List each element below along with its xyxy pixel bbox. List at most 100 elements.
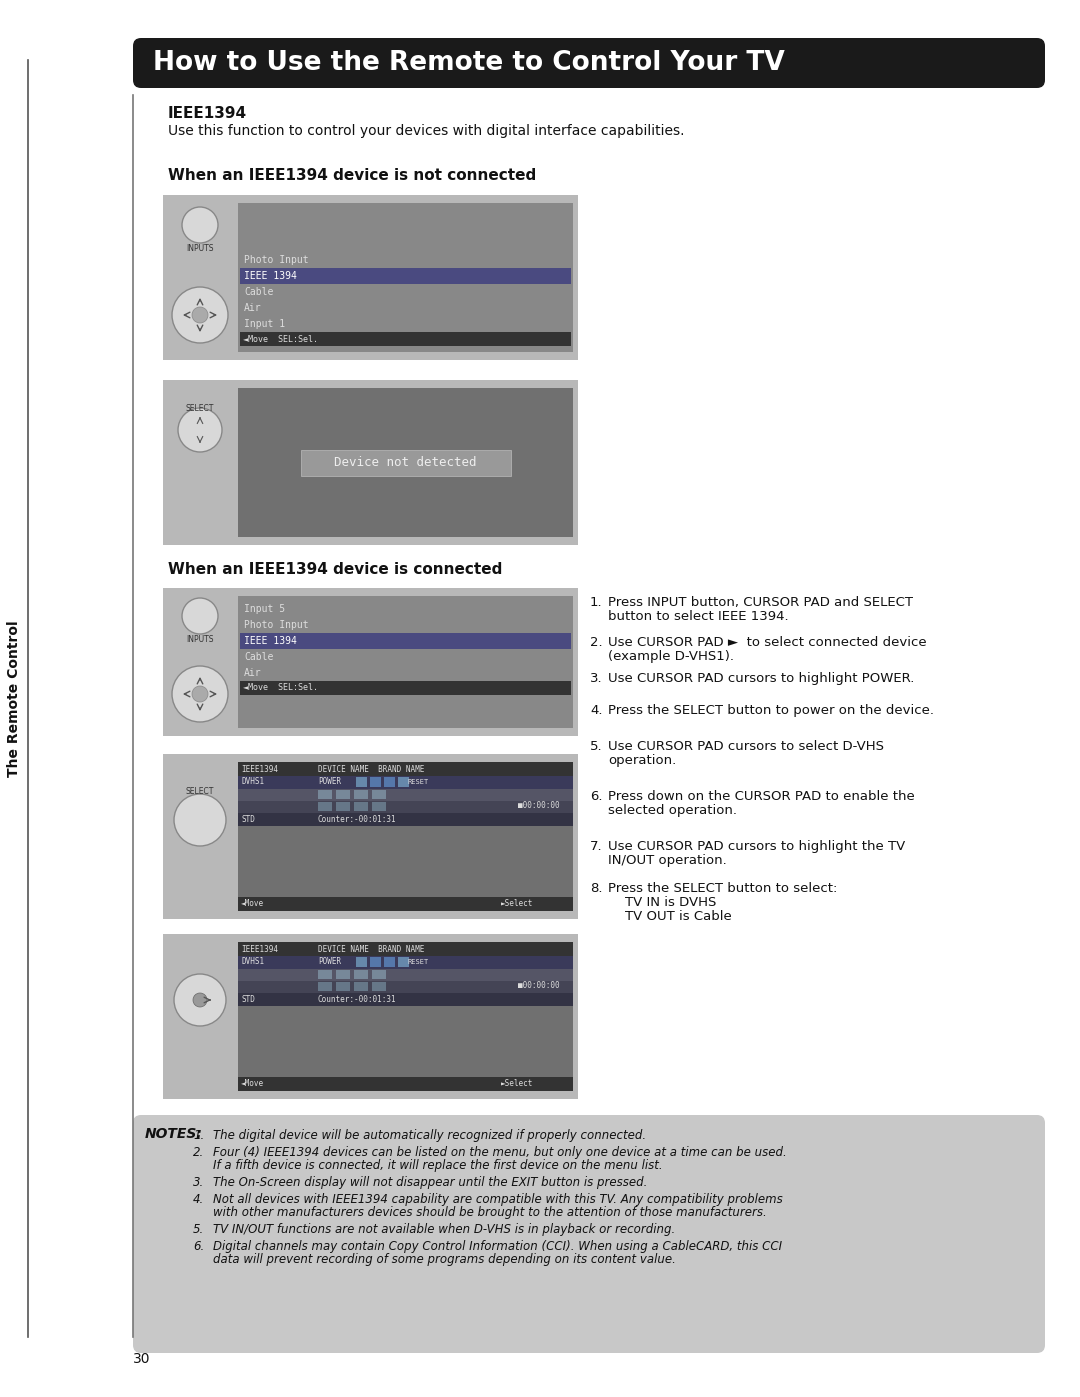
Text: Four (4) IEEE1394 devices can be listed on the menu, but only one device at a ti: Four (4) IEEE1394 devices can be listed … xyxy=(213,1146,786,1160)
Bar xyxy=(238,597,573,728)
Text: NOTES:: NOTES: xyxy=(145,1127,203,1141)
Text: Photo Input: Photo Input xyxy=(244,256,309,265)
Text: POWER: POWER xyxy=(318,778,341,787)
Text: IEEE1394: IEEE1394 xyxy=(241,944,278,954)
Bar xyxy=(238,1077,573,1091)
Bar xyxy=(240,332,571,346)
Bar xyxy=(336,789,350,799)
Bar xyxy=(163,754,578,919)
Text: STD: STD xyxy=(241,814,255,823)
Text: INPUTS: INPUTS xyxy=(186,244,214,253)
Text: 7.: 7. xyxy=(590,840,603,854)
Text: ◄Move: ◄Move xyxy=(241,900,265,908)
Bar xyxy=(384,957,395,967)
Text: 30: 30 xyxy=(133,1352,150,1366)
Bar xyxy=(238,942,573,956)
Bar xyxy=(238,981,573,993)
Text: Input 1: Input 1 xyxy=(244,319,285,330)
Text: IN/OUT operation.: IN/OUT operation. xyxy=(608,854,727,868)
Text: The On-Screen display will not disappear until the EXIT button is pressed.: The On-Screen display will not disappear… xyxy=(213,1176,647,1189)
Text: Not all devices with IEEE1394 capability are compatible with this TV. Any compat: Not all devices with IEEE1394 capability… xyxy=(213,1193,783,1206)
Text: ►Select: ►Select xyxy=(501,1080,534,1088)
Text: Device not detected: Device not detected xyxy=(334,455,476,469)
Text: button to select IEEE 1394.: button to select IEEE 1394. xyxy=(608,610,788,623)
Text: Use this function to control your devices with digital interface capabilities.: Use this function to control your device… xyxy=(168,124,685,138)
Text: ■00:00:00: ■00:00:00 xyxy=(518,802,559,810)
Bar xyxy=(354,789,368,799)
Text: DVHS1: DVHS1 xyxy=(241,957,265,967)
Text: Air: Air xyxy=(244,668,261,678)
Bar xyxy=(370,777,381,787)
Text: TV IN is DVHS: TV IN is DVHS xyxy=(608,895,716,909)
Circle shape xyxy=(183,207,218,243)
Text: 4.: 4. xyxy=(193,1193,204,1206)
FancyBboxPatch shape xyxy=(133,1115,1045,1354)
Text: operation.: operation. xyxy=(608,754,676,767)
Bar xyxy=(300,450,511,475)
Bar xyxy=(238,203,573,352)
Circle shape xyxy=(174,974,226,1025)
Text: Use CURSOR PAD cursors to highlight POWER.: Use CURSOR PAD cursors to highlight POWE… xyxy=(608,672,915,685)
Bar xyxy=(318,789,332,799)
Text: The Remote Control: The Remote Control xyxy=(6,620,21,777)
Text: 5.: 5. xyxy=(193,1222,204,1236)
Text: Press the SELECT button to power on the device.: Press the SELECT button to power on the … xyxy=(608,704,934,717)
Bar xyxy=(238,800,573,813)
Text: 1.: 1. xyxy=(193,1129,204,1141)
Text: (example D-VHS1).: (example D-VHS1). xyxy=(608,650,734,664)
Text: IEEE1394: IEEE1394 xyxy=(241,764,278,774)
Bar xyxy=(318,982,332,990)
FancyBboxPatch shape xyxy=(133,38,1045,88)
Text: Use CURSOR PAD ►  to select connected device: Use CURSOR PAD ► to select connected dev… xyxy=(608,636,927,650)
Text: DVHS1: DVHS1 xyxy=(241,778,265,787)
Text: 4.: 4. xyxy=(590,704,603,717)
Bar xyxy=(354,970,368,979)
Text: data will prevent recording of some programs depending on its content value.: data will prevent recording of some prog… xyxy=(213,1253,676,1266)
Bar xyxy=(238,993,573,1006)
Text: Press the SELECT button to select:: Press the SELECT button to select: xyxy=(608,882,837,895)
Text: ■00:00:00: ■00:00:00 xyxy=(518,982,559,990)
Text: Use CURSOR PAD cursors to select D-VHS: Use CURSOR PAD cursors to select D-VHS xyxy=(608,740,885,753)
Text: IEEE 1394: IEEE 1394 xyxy=(244,271,297,281)
Text: Counter:-00:01:31: Counter:-00:01:31 xyxy=(318,995,396,1003)
Text: The digital device will be automatically recognized if properly connected.: The digital device will be automatically… xyxy=(213,1129,646,1141)
Bar xyxy=(399,957,409,967)
Text: with other manufacturers devices should be brought to the attention of those man: with other manufacturers devices should … xyxy=(213,1206,767,1220)
Circle shape xyxy=(172,666,228,722)
Text: Digital channels may contain Copy Control Information (CCI). When using a CableC: Digital channels may contain Copy Contro… xyxy=(213,1241,782,1253)
Bar xyxy=(356,777,367,787)
Bar xyxy=(238,942,573,1091)
Bar xyxy=(238,761,573,911)
Bar xyxy=(372,802,386,812)
Bar xyxy=(372,789,386,799)
Text: 3.: 3. xyxy=(590,672,603,685)
Bar xyxy=(354,802,368,812)
Text: 1.: 1. xyxy=(590,597,603,609)
Bar xyxy=(238,388,573,536)
Circle shape xyxy=(178,408,222,453)
Bar xyxy=(372,982,386,990)
Bar xyxy=(318,970,332,979)
Bar xyxy=(238,897,573,911)
Bar xyxy=(354,982,368,990)
Circle shape xyxy=(172,286,228,344)
Text: 6.: 6. xyxy=(193,1241,204,1253)
Bar xyxy=(318,802,332,812)
Text: ◄Move  SEL:Sel.: ◄Move SEL:Sel. xyxy=(243,334,318,344)
Bar xyxy=(370,957,381,967)
Text: IEEE1394: IEEE1394 xyxy=(168,106,247,122)
Circle shape xyxy=(183,598,218,634)
Bar xyxy=(163,196,578,360)
Text: selected operation.: selected operation. xyxy=(608,805,737,817)
Text: ◄Move: ◄Move xyxy=(241,1080,265,1088)
Text: ►Select: ►Select xyxy=(501,900,534,908)
Text: Input 5: Input 5 xyxy=(244,604,285,615)
Bar xyxy=(238,761,573,775)
Bar xyxy=(384,777,395,787)
Bar xyxy=(336,970,350,979)
Bar xyxy=(336,802,350,812)
Text: When an IEEE1394 device is not connected: When an IEEE1394 device is not connected xyxy=(168,168,537,183)
Text: Press down on the CURSOR PAD to enable the: Press down on the CURSOR PAD to enable t… xyxy=(608,789,915,803)
Text: 2.: 2. xyxy=(193,1146,204,1160)
Circle shape xyxy=(193,993,207,1007)
